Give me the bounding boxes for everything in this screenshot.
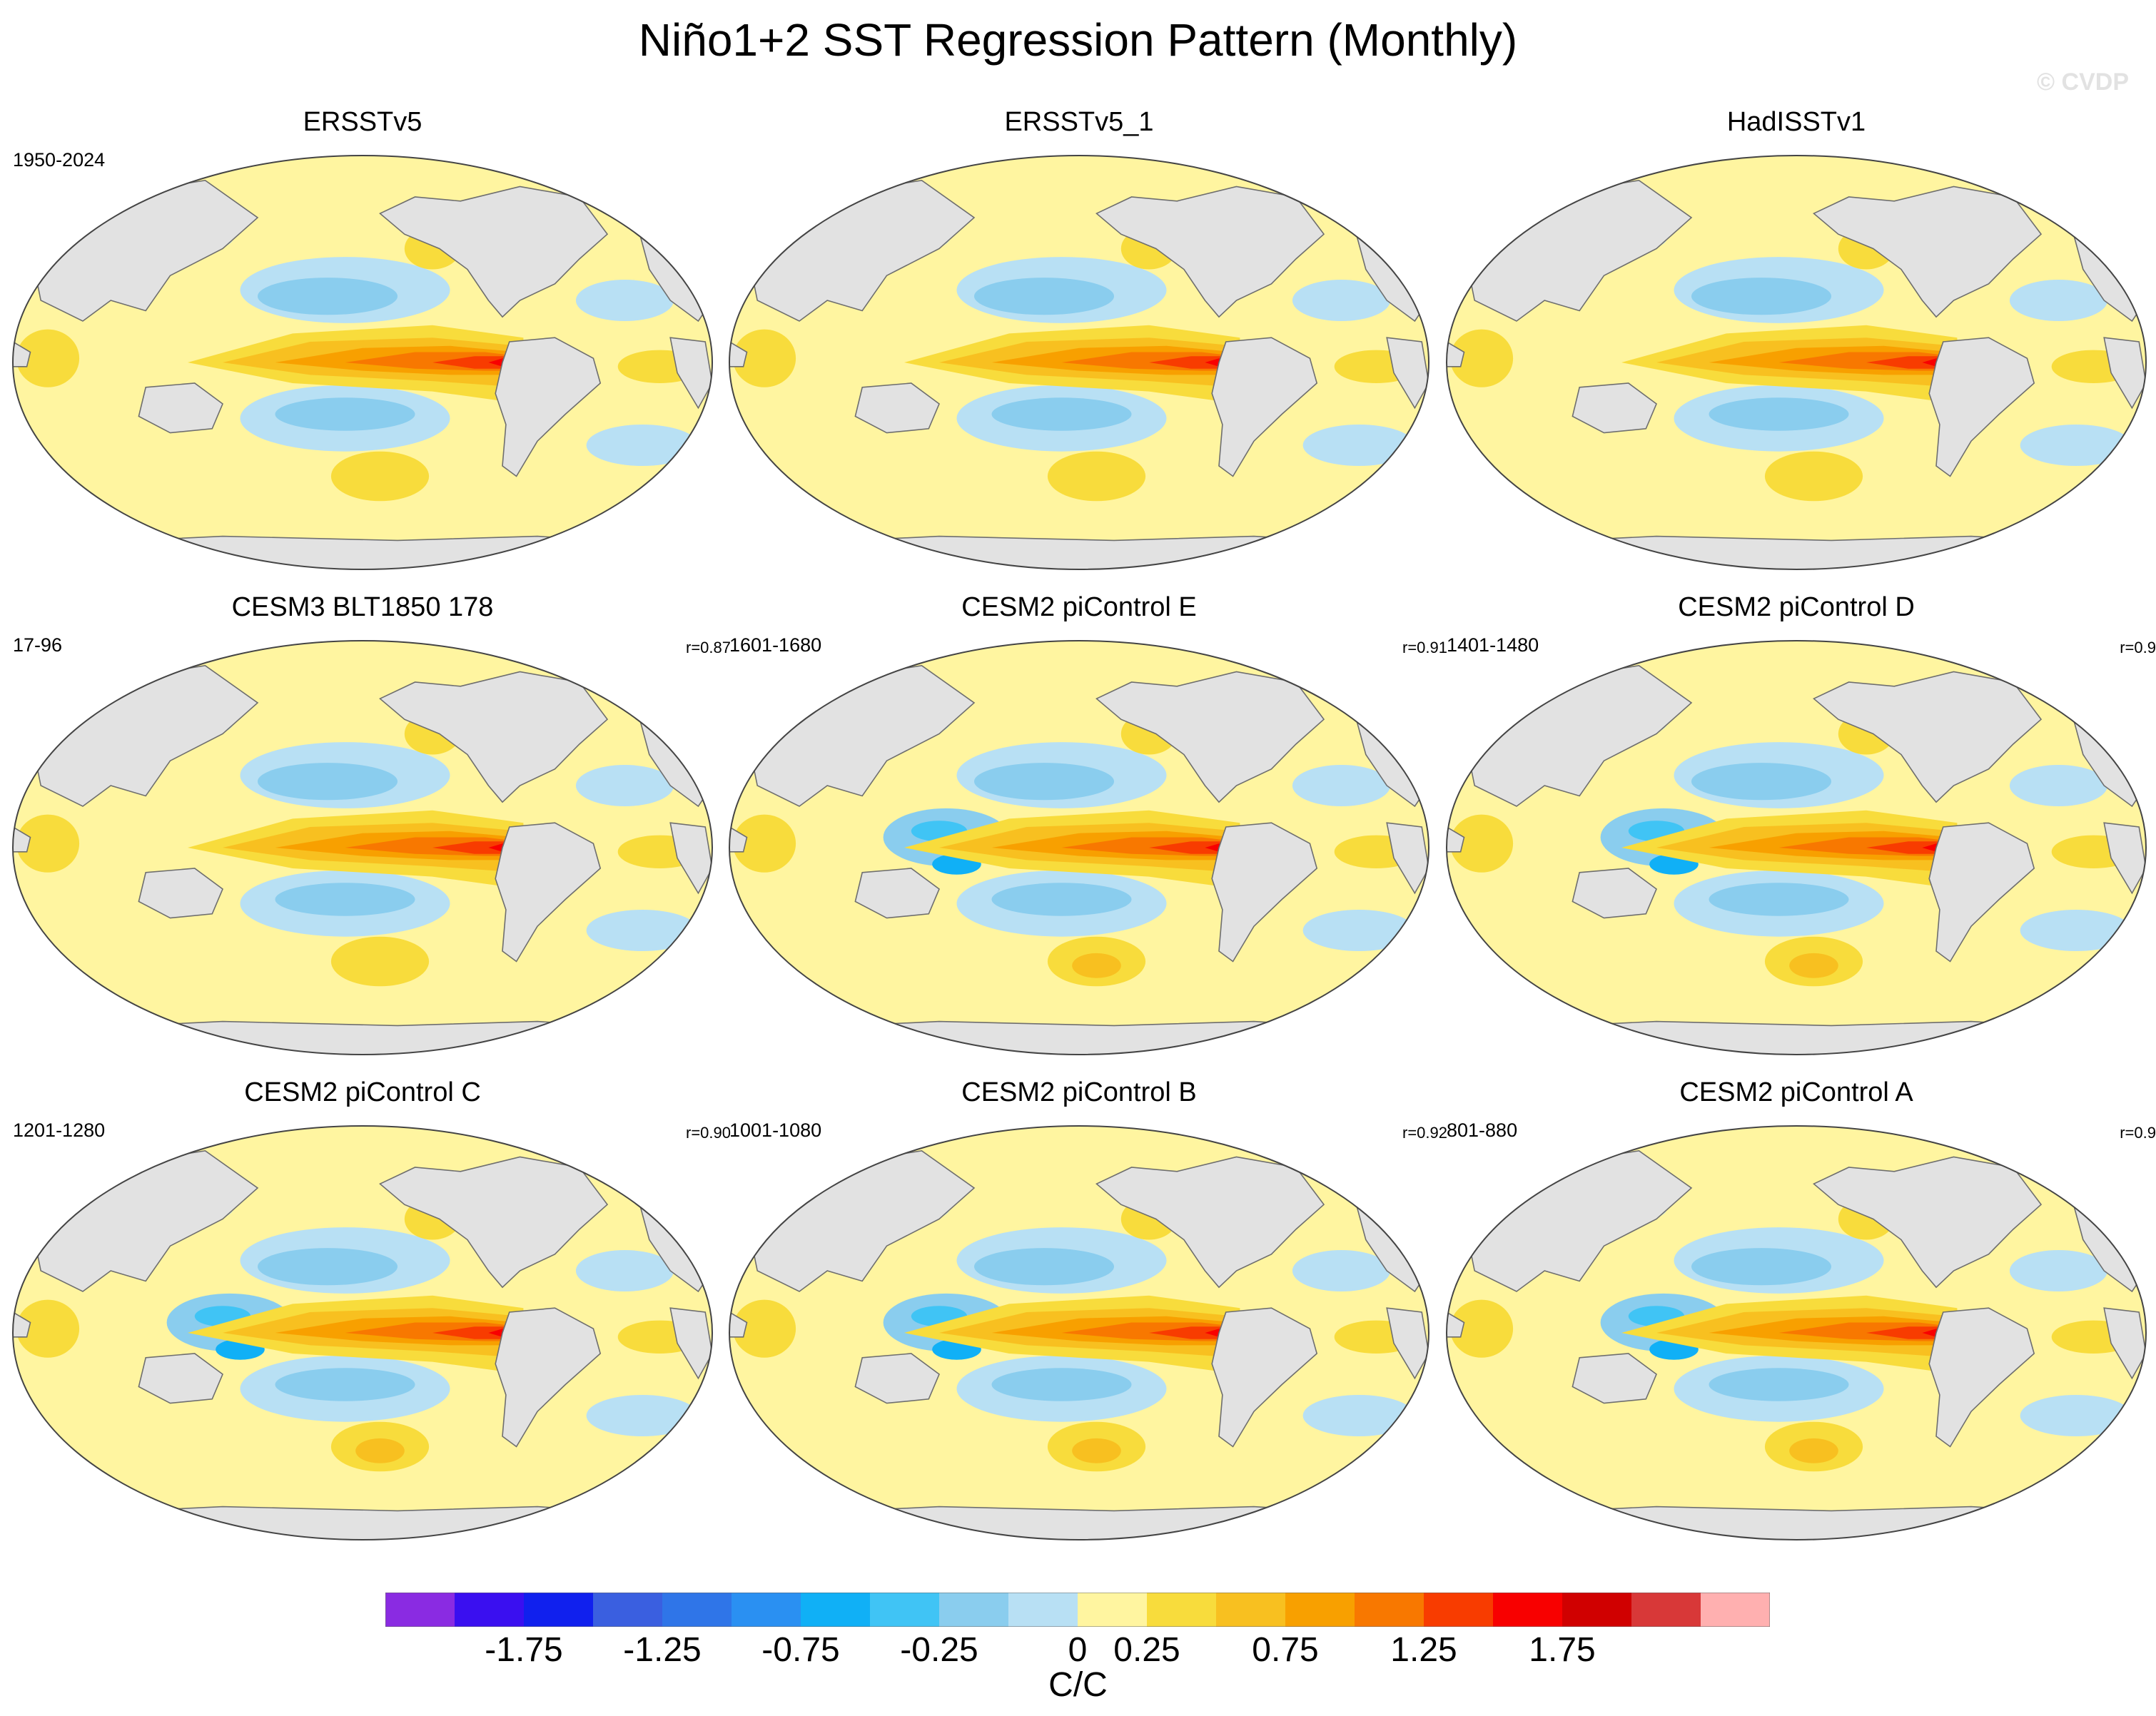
panel-title: CESM3 BLT1850 178 xyxy=(231,592,494,622)
colorbar-swatch xyxy=(385,1593,455,1627)
colorbar-swatch xyxy=(1424,1593,1494,1627)
pattern-correlation: r=0.92 xyxy=(1402,1124,1447,1142)
sst-field xyxy=(729,641,1429,1055)
colorbar-swatch xyxy=(1701,1593,1770,1627)
colorbar-swatch xyxy=(1493,1593,1563,1627)
world-map xyxy=(12,640,713,1055)
colorbar-swatch xyxy=(455,1593,525,1627)
colorbar-tick-label: -1.75 xyxy=(485,1631,563,1669)
world-map xyxy=(1446,1125,2147,1540)
colorbar-tick-label: 0.75 xyxy=(1252,1631,1319,1669)
colorbar-swatch xyxy=(732,1593,801,1627)
panel-period: 1950-2024 xyxy=(13,149,106,171)
globe-outline xyxy=(729,155,1429,570)
colorbar-swatch xyxy=(593,1593,663,1627)
sst-field xyxy=(1447,156,2146,569)
sst-field xyxy=(13,156,712,569)
panel-period: 1001-1080 xyxy=(729,1120,822,1141)
globe-outline xyxy=(12,155,713,570)
map-panel: CESM2 piControl B 1001-1080 r=0.92 xyxy=(722,1076,1447,1561)
map-panel: CESM2 piControl E 1601-1680 r=0.91 xyxy=(722,591,1447,1076)
colorbar-tick-label: 0 xyxy=(1068,1631,1088,1669)
panel-title: ERSSTv5 xyxy=(303,107,422,137)
colorbar-tick-label: -0.25 xyxy=(900,1631,978,1669)
panel-period: 1601-1680 xyxy=(729,634,822,656)
panel-title: CESM2 piControl C xyxy=(244,1077,481,1107)
panel-title: ERSSTv5_1 xyxy=(1004,107,1154,137)
map-panel: CESM2 piControl D 1401-1480 r=0.9 xyxy=(1439,591,2156,1076)
sst-field xyxy=(13,641,712,1055)
pattern-correlation: r=0.9 xyxy=(2120,639,2156,656)
map-panel: HadISSTv1 xyxy=(1439,106,2153,591)
figure-title: Niño1+2 SST Regression Pattern (Monthly) xyxy=(638,14,1518,66)
colorbar-swatch xyxy=(524,1593,594,1627)
sst-field xyxy=(1447,641,2146,1055)
panel-period: 1201-1280 xyxy=(13,1120,106,1141)
world-map xyxy=(1446,640,2147,1055)
panel-period: 1401-1480 xyxy=(1447,634,1539,656)
copyright-watermark: © CVDP xyxy=(2037,68,2129,96)
globe-outline xyxy=(1446,155,2147,570)
panel-title: CESM2 piControl B xyxy=(961,1077,1197,1107)
colorbar-tick-label: -0.75 xyxy=(761,1631,840,1669)
colorbar-units: C/C xyxy=(1048,1666,1108,1704)
pattern-correlation: r=0.87 xyxy=(686,639,731,656)
sst-field xyxy=(729,156,1429,569)
world-map xyxy=(729,640,1429,1055)
colorbar-tick-label: 1.75 xyxy=(1529,1631,1596,1669)
world-map xyxy=(729,155,1429,570)
map-panel: CESM2 piControl C 1201-1280 r=0.90 xyxy=(6,1076,731,1561)
colorbar-tick-label: 0.25 xyxy=(1113,1631,1180,1669)
pattern-correlation: r=0.91 xyxy=(1402,639,1447,656)
world-map xyxy=(729,1125,1429,1540)
globe-outline xyxy=(729,1125,1429,1540)
panel-period: 801-880 xyxy=(1447,1120,1518,1141)
colorbar-swatch xyxy=(662,1593,732,1627)
panel-period: 17-96 xyxy=(13,634,63,656)
panel-title: CESM2 piControl A xyxy=(1679,1077,1913,1107)
sst-field xyxy=(1447,1126,2146,1540)
colorbar-swatch xyxy=(1355,1593,1424,1627)
sst-field xyxy=(13,1126,712,1540)
globe-outline xyxy=(1446,640,2147,1055)
globe-outline xyxy=(1446,1125,2147,1540)
world-map xyxy=(12,1125,713,1540)
colorbar xyxy=(385,1593,1770,1627)
sst-field xyxy=(729,1126,1429,1540)
colorbar-swatch xyxy=(1147,1593,1217,1627)
map-panel: CESM2 piControl A 801-880 r=0.9 xyxy=(1439,1076,2156,1561)
colorbar-swatch xyxy=(801,1593,871,1627)
colorbar-swatch xyxy=(1285,1593,1355,1627)
globe-outline xyxy=(12,640,713,1055)
continents xyxy=(13,656,712,1055)
map-panel: ERSSTv5 1950-2024 xyxy=(6,106,719,591)
map-panel: ERSSTv5_1 xyxy=(722,106,1436,591)
map-panel: CESM3 BLT1850 178 17-96 r=0.87 xyxy=(6,591,731,1076)
globe-outline xyxy=(12,1125,713,1540)
globe-outline xyxy=(729,640,1429,1055)
colorbar-swatch xyxy=(1562,1593,1632,1627)
panel-title: CESM2 piControl E xyxy=(961,592,1197,622)
colorbar-swatch xyxy=(870,1593,940,1627)
colorbar-swatch xyxy=(1008,1593,1078,1627)
pattern-correlation: r=0.90 xyxy=(686,1124,731,1142)
colorbar-swatch xyxy=(939,1593,1009,1627)
pattern-correlation: r=0.9 xyxy=(2120,1124,2156,1142)
world-map xyxy=(12,155,713,570)
colorbar-swatch xyxy=(1631,1593,1701,1627)
colorbar-swatch xyxy=(1216,1593,1286,1627)
panel-title: CESM2 piControl D xyxy=(1678,592,1915,622)
colorbar-tick-label: 1.25 xyxy=(1390,1631,1457,1669)
colorbar-tick-label: -1.25 xyxy=(623,1631,702,1669)
panel-title: HadISSTv1 xyxy=(1726,107,1866,137)
colorbar-swatch xyxy=(1078,1593,1148,1627)
world-map xyxy=(1446,155,2147,570)
